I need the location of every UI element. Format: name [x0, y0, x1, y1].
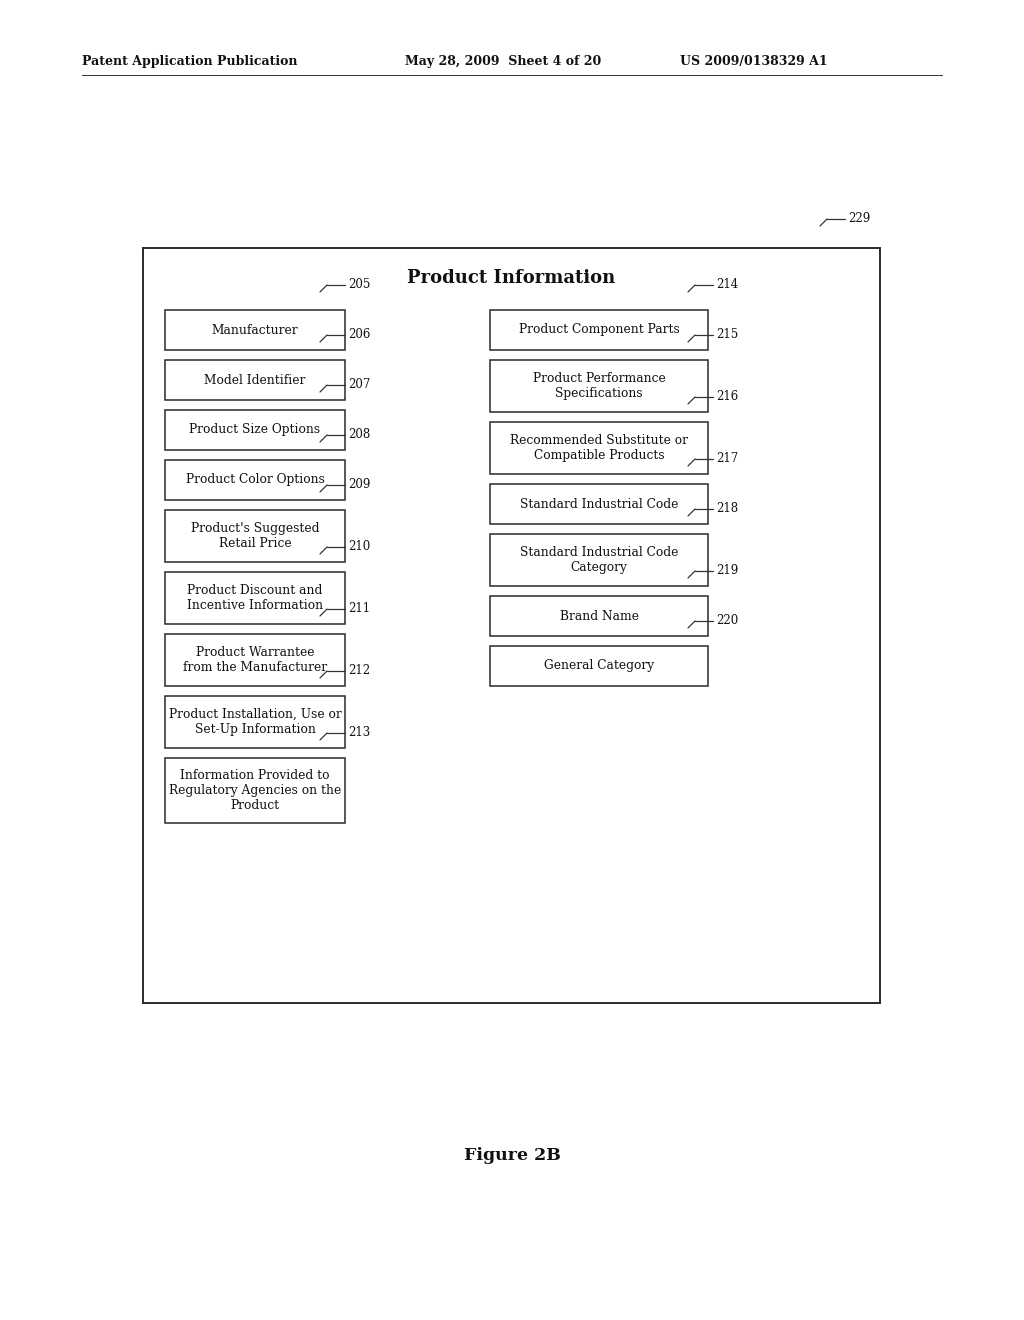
Text: 216: 216	[716, 391, 738, 404]
Text: Standard Industrial Code
Category: Standard Industrial Code Category	[520, 546, 678, 574]
Text: 209: 209	[348, 479, 371, 491]
Text: Product's Suggested
Retail Price: Product's Suggested Retail Price	[190, 521, 319, 550]
Text: Product Component Parts: Product Component Parts	[518, 323, 679, 337]
Text: Product Performance
Specifications: Product Performance Specifications	[532, 372, 666, 400]
Text: Product Color Options: Product Color Options	[185, 474, 325, 487]
Text: General Category: General Category	[544, 660, 654, 672]
Bar	[490, 310, 708, 350]
Text: 215: 215	[716, 329, 738, 342]
Text: 229: 229	[848, 213, 870, 226]
Bar	[165, 411, 345, 450]
Text: Model Identifier: Model Identifier	[205, 374, 306, 387]
Bar	[490, 422, 708, 474]
Bar	[490, 484, 708, 524]
Text: Recommended Substitute or
Compatible Products: Recommended Substitute or Compatible Pro…	[510, 434, 688, 462]
Text: Brand Name: Brand Name	[559, 610, 639, 623]
Text: May 28, 2009  Sheet 4 of 20: May 28, 2009 Sheet 4 of 20	[406, 55, 601, 69]
Text: 211: 211	[348, 602, 370, 615]
Text: 205: 205	[348, 279, 371, 292]
Text: 210: 210	[348, 540, 371, 553]
Bar	[165, 572, 345, 624]
Text: 206: 206	[348, 329, 371, 342]
Bar	[165, 510, 345, 562]
Bar	[165, 459, 345, 500]
Text: Product Information: Product Information	[408, 269, 615, 286]
Text: 219: 219	[716, 565, 738, 578]
Bar	[165, 360, 345, 400]
Text: 208: 208	[348, 429, 371, 441]
Bar	[490, 360, 708, 412]
Text: Product Warrantee
from the Manufacturer: Product Warrantee from the Manufacturer	[183, 645, 327, 675]
Text: Standard Industrial Code: Standard Industrial Code	[520, 498, 678, 511]
Text: 213: 213	[348, 726, 371, 739]
Text: Product Size Options: Product Size Options	[189, 424, 321, 437]
Text: Information Provided to
Regulatory Agencies on the
Product: Information Provided to Regulatory Agenc…	[169, 770, 341, 812]
Text: Manufacturer: Manufacturer	[212, 323, 298, 337]
Text: 214: 214	[716, 279, 738, 292]
Bar	[490, 597, 708, 636]
Bar	[165, 310, 345, 350]
Bar	[165, 634, 345, 686]
Bar	[165, 696, 345, 748]
Text: 217: 217	[716, 453, 738, 466]
Text: Product Discount and
Incentive Information: Product Discount and Incentive Informati…	[187, 583, 323, 612]
Bar	[490, 535, 708, 586]
Bar	[143, 248, 880, 1003]
Text: 207: 207	[348, 379, 371, 392]
Text: Figure 2B: Figure 2B	[464, 1147, 560, 1163]
Text: 212: 212	[348, 664, 370, 677]
Text: 218: 218	[716, 503, 738, 516]
Bar	[490, 645, 708, 686]
Text: Product Installation, Use or
Set-Up Information: Product Installation, Use or Set-Up Info…	[169, 708, 341, 737]
Text: 220: 220	[716, 615, 738, 627]
Bar	[165, 758, 345, 822]
Text: US 2009/0138329 A1: US 2009/0138329 A1	[680, 55, 827, 69]
Text: Patent Application Publication: Patent Application Publication	[82, 55, 298, 69]
